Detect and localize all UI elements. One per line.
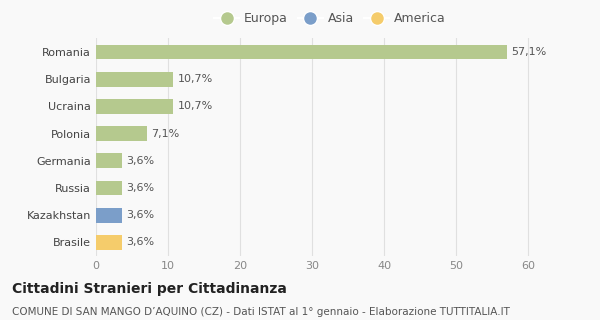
Text: Cittadini Stranieri per Cittadinanza: Cittadini Stranieri per Cittadinanza [12,282,287,296]
Text: 10,7%: 10,7% [178,74,212,84]
Bar [96,126,147,141]
Legend: Europa, Asia, America: Europa, Asia, America [212,10,448,28]
Text: 3,6%: 3,6% [126,156,154,166]
Text: 57,1%: 57,1% [511,47,547,57]
Bar [96,180,122,196]
Text: COMUNE DI SAN MANGO D’AQUINO (CZ) - Dati ISTAT al 1° gennaio - Elaborazione TUTT: COMUNE DI SAN MANGO D’AQUINO (CZ) - Dati… [12,307,510,317]
Text: 3,6%: 3,6% [126,183,154,193]
Text: 3,6%: 3,6% [126,210,154,220]
Text: 10,7%: 10,7% [178,101,212,111]
Bar [96,72,173,87]
Text: 7,1%: 7,1% [151,129,179,139]
Bar [96,208,122,223]
Bar [96,99,173,114]
Bar [96,44,507,60]
Bar [96,153,122,168]
Text: 3,6%: 3,6% [126,237,154,247]
Bar [96,235,122,250]
